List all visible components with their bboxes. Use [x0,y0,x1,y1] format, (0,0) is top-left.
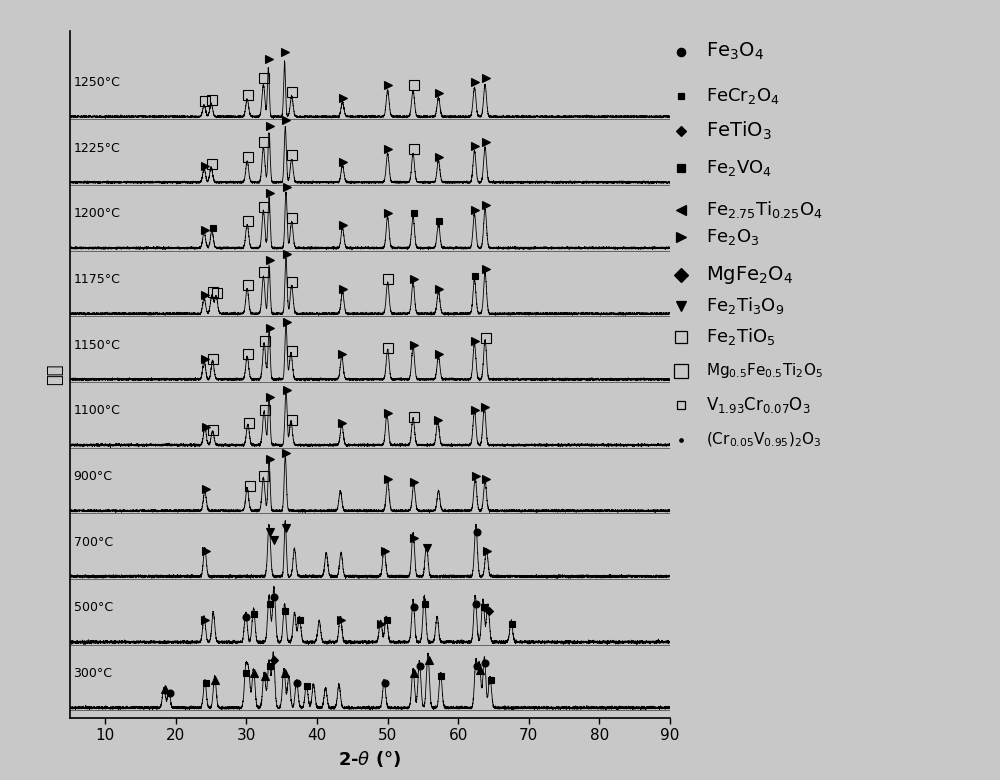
Text: 500°C: 500°C [74,601,113,615]
Text: Fe$_{2.75}$Ti$_{0.25}$O$_4$: Fe$_{2.75}$Ti$_{0.25}$O$_4$ [706,199,823,220]
Text: 900°C: 900°C [74,470,113,483]
Text: Fe$_3$O$_4$: Fe$_3$O$_4$ [706,41,765,62]
Text: FeTiO$_3$: FeTiO$_3$ [706,119,772,142]
X-axis label: 2-$\theta$ (°): 2-$\theta$ (°) [338,749,402,768]
Text: Fe$_2$VO$_4$: Fe$_2$VO$_4$ [706,158,773,179]
Text: Fe$_2$Ti$_3$O$_9$: Fe$_2$Ti$_3$O$_9$ [706,296,785,316]
Text: 1100°C: 1100°C [74,404,120,417]
Text: MgFe$_2$O$_4$: MgFe$_2$O$_4$ [706,264,794,286]
Text: V$_{1.93}$Cr$_{0.07}$O$_3$: V$_{1.93}$Cr$_{0.07}$O$_3$ [706,395,811,415]
Text: Fe$_2$O$_3$: Fe$_2$O$_3$ [706,227,760,247]
Text: 1150°C: 1150°C [74,339,120,352]
Text: Fe$_2$TiO$_5$: Fe$_2$TiO$_5$ [706,326,776,347]
Text: 1225°C: 1225°C [74,142,120,154]
Text: 700°C: 700°C [74,536,113,548]
Text: 1250°C: 1250°C [74,76,120,89]
Text: (Cr$_{0.05}$V$_{0.95}$)$_2$O$_3$: (Cr$_{0.05}$V$_{0.95}$)$_2$O$_3$ [706,431,822,448]
Text: 1175°C: 1175°C [74,273,120,286]
Text: FeCr$_2$O$_4$: FeCr$_2$O$_4$ [706,87,780,106]
Y-axis label: 强度: 强度 [46,363,64,385]
Text: 300°C: 300°C [74,667,113,680]
Text: Mg$_{0.5}$Fe$_{0.5}$Ti$_2$O$_5$: Mg$_{0.5}$Fe$_{0.5}$Ti$_2$O$_5$ [706,361,824,381]
Text: 1200°C: 1200°C [74,207,120,220]
